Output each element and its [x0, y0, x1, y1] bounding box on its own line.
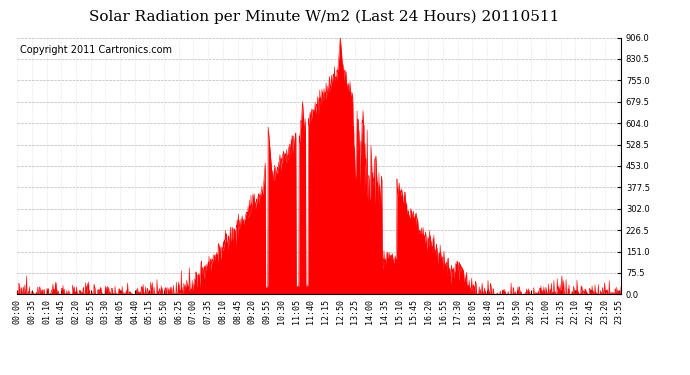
Text: Copyright 2011 Cartronics.com: Copyright 2011 Cartronics.com	[20, 45, 172, 55]
Text: Solar Radiation per Minute W/m2 (Last 24 Hours) 20110511: Solar Radiation per Minute W/m2 (Last 24…	[89, 9, 560, 24]
